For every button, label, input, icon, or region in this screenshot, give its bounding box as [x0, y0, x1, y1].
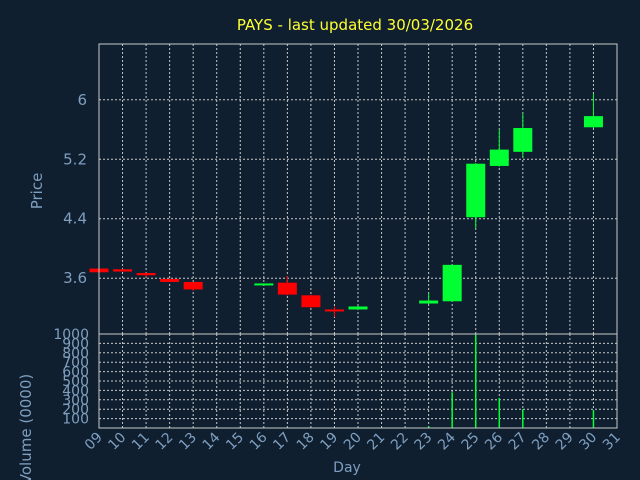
chart-title: PAYS - last updated 30/03/2026 [237, 16, 473, 34]
volume-tick-label: 100 [62, 412, 89, 428]
candle-body [583, 116, 603, 128]
candle-17 [277, 276, 297, 296]
price-candles [89, 93, 603, 317]
volume-tick-label: 700 [62, 355, 89, 371]
candle-19 [324, 306, 344, 317]
candle-26 [489, 129, 509, 167]
candle-body [301, 295, 321, 308]
candle-body [419, 300, 439, 304]
candle-body [466, 163, 486, 218]
candle-body [113, 269, 133, 272]
candle-12 [160, 278, 180, 282]
candle-20 [348, 305, 368, 310]
candle-10 [113, 269, 133, 272]
price-tick-label: 5.2 [63, 150, 87, 168]
candle-body [324, 309, 344, 312]
candle-11 [136, 273, 156, 277]
price-tick-label: 6 [77, 91, 87, 109]
price-tick-label: 3.6 [63, 269, 87, 287]
volume-axis-label: Volume (0000) [17, 374, 35, 480]
volume-tick-label: 600 [62, 365, 89, 381]
x-axis-label: Day [333, 460, 361, 476]
candle-body [160, 278, 180, 282]
volume-tick-label: 900 [62, 336, 89, 352]
volume-tick-label: 500 [62, 374, 89, 390]
candle-24 [442, 264, 462, 302]
price-panel: 3.6 4.4 5.2 6 Price [28, 43, 618, 335]
volume-tick-label: 300 [62, 393, 89, 409]
candle-13 [183, 281, 203, 291]
candle-body [254, 283, 274, 286]
volume-tick-label: 400 [62, 383, 89, 399]
candle-body [348, 306, 368, 310]
price-axis-label: Price [28, 173, 46, 210]
volume-frame [98, 333, 618, 429]
candle-18 [301, 294, 321, 308]
candle-23 [419, 293, 439, 305]
candle-16 [254, 283, 274, 286]
x-tick-labels: 09 10 11 12 13 14 15 16 17 18 19 20 21 22 23 24 25 26 27 28… [82, 429, 624, 453]
candle-27 [513, 113, 533, 158]
candle-30 [583, 93, 603, 129]
volume-tick-label: 200 [62, 402, 89, 418]
candle-body [136, 273, 156, 276]
candle-25 [466, 162, 486, 229]
candle-body [513, 128, 533, 152]
candle-body [442, 264, 462, 302]
volume-tick-label: 800 [62, 346, 89, 362]
volume-tick-label: 1000 [53, 327, 89, 343]
price-tick-label: 4.4 [63, 210, 87, 228]
candle-body [183, 281, 203, 290]
candle-body [277, 282, 297, 295]
price-yticks: 3.6 4.4 5.2 6 [63, 91, 87, 287]
candle-body [489, 149, 509, 166]
